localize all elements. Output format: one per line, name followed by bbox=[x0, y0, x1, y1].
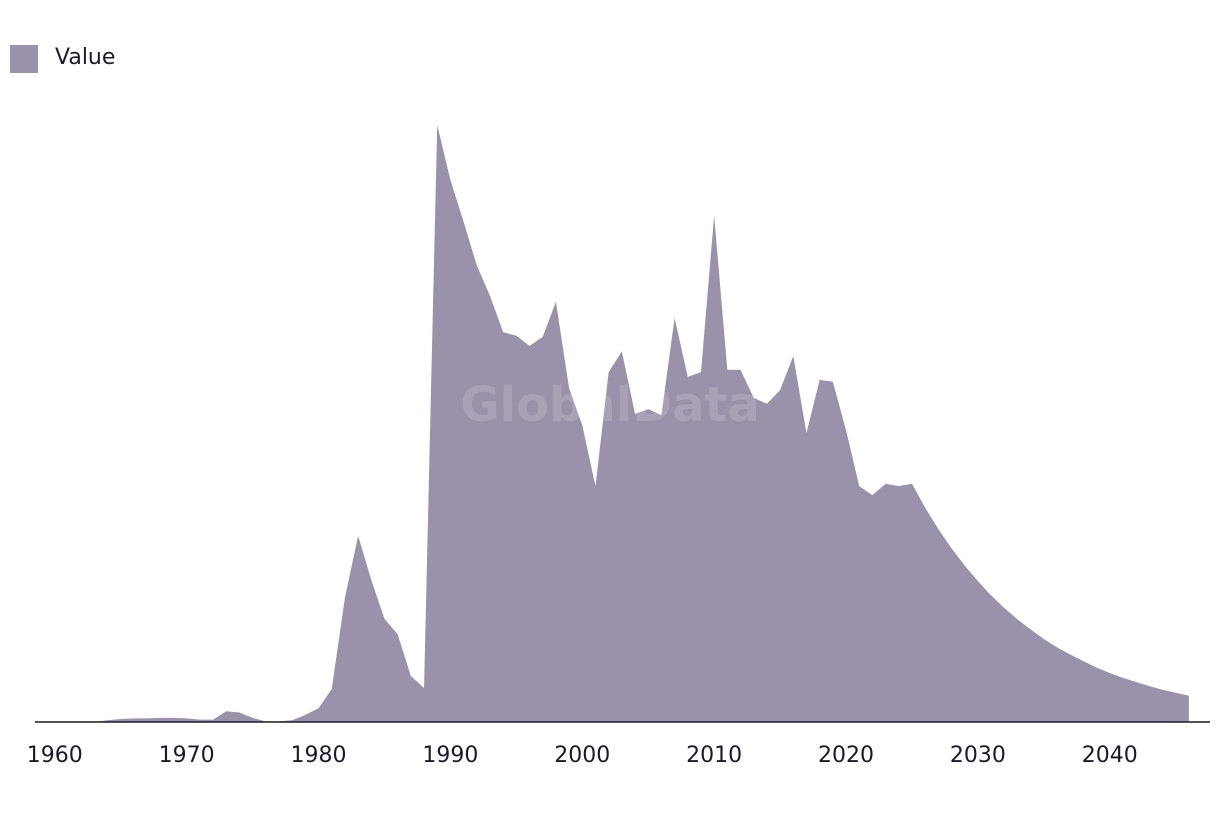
x-tick-label: 2030 bbox=[950, 743, 1006, 768]
x-tick-label: 2000 bbox=[554, 743, 610, 768]
x-tick-label: 2040 bbox=[1082, 743, 1138, 768]
x-tick-label: 1960 bbox=[27, 743, 83, 768]
x-tick-label: 1970 bbox=[159, 743, 215, 768]
legend-label: Value bbox=[55, 45, 115, 70]
area bbox=[54, 125, 1189, 722]
x-tick-label: 2010 bbox=[686, 743, 742, 768]
legend-swatch bbox=[10, 45, 38, 73]
x-tick-label: 1980 bbox=[291, 743, 347, 768]
x-tick-label: 1990 bbox=[422, 743, 478, 768]
watermark: GlobalData bbox=[460, 377, 760, 433]
x-tick-label: 2020 bbox=[818, 743, 874, 768]
